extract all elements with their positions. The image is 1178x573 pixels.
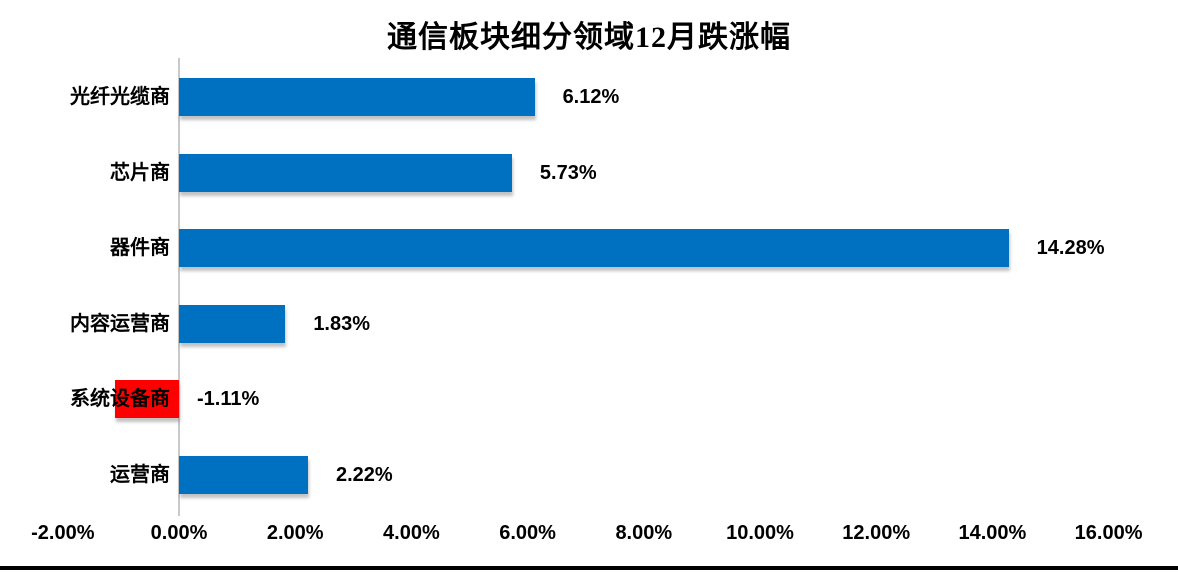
- value-label: 1.83%: [313, 312, 371, 335]
- category-label: 芯片商: [110, 161, 170, 184]
- bar: [179, 153, 512, 192]
- bar: [179, 304, 286, 343]
- x-tick-label: -2.00%: [31, 522, 95, 544]
- category-label: 系统设备商: [70, 388, 170, 411]
- x-tick-label: 12.00%: [842, 522, 911, 544]
- zero-axis-line: [178, 58, 180, 516]
- x-tick-label: 14.00%: [958, 522, 1027, 544]
- bar: [179, 456, 308, 494]
- value-label: 14.28%: [1036, 237, 1105, 260]
- x-tick-label: 4.00%: [383, 522, 440, 544]
- x-tick-label: 2.00%: [266, 522, 324, 544]
- bar: [179, 229, 1009, 268]
- x-tick-label: 6.00%: [499, 522, 556, 544]
- value-label: -1.11%: [197, 388, 260, 411]
- category-label: 器件商: [110, 237, 170, 260]
- bar: [179, 78, 535, 116]
- x-tick-label: 16.00%: [1074, 522, 1143, 544]
- x-tick-label: 10.00%: [726, 522, 794, 544]
- x-tick-label: 8.00%: [615, 522, 673, 544]
- value-label: 2.22%: [335, 464, 393, 486]
- value-label: 6.12%: [562, 86, 620, 108]
- bottom-border-line: [0, 566, 1178, 570]
- category-label: 运营商: [110, 464, 170, 486]
- value-label: 5.73%: [539, 161, 597, 184]
- chart-title: 通信板块细分领域12月跌涨幅: [387, 21, 791, 54]
- category-label: 光纤光缆商: [70, 86, 170, 108]
- category-label: 内容运营商: [70, 312, 170, 335]
- x-tick-label: 0.00%: [150, 522, 208, 544]
- bar: [114, 380, 179, 419]
